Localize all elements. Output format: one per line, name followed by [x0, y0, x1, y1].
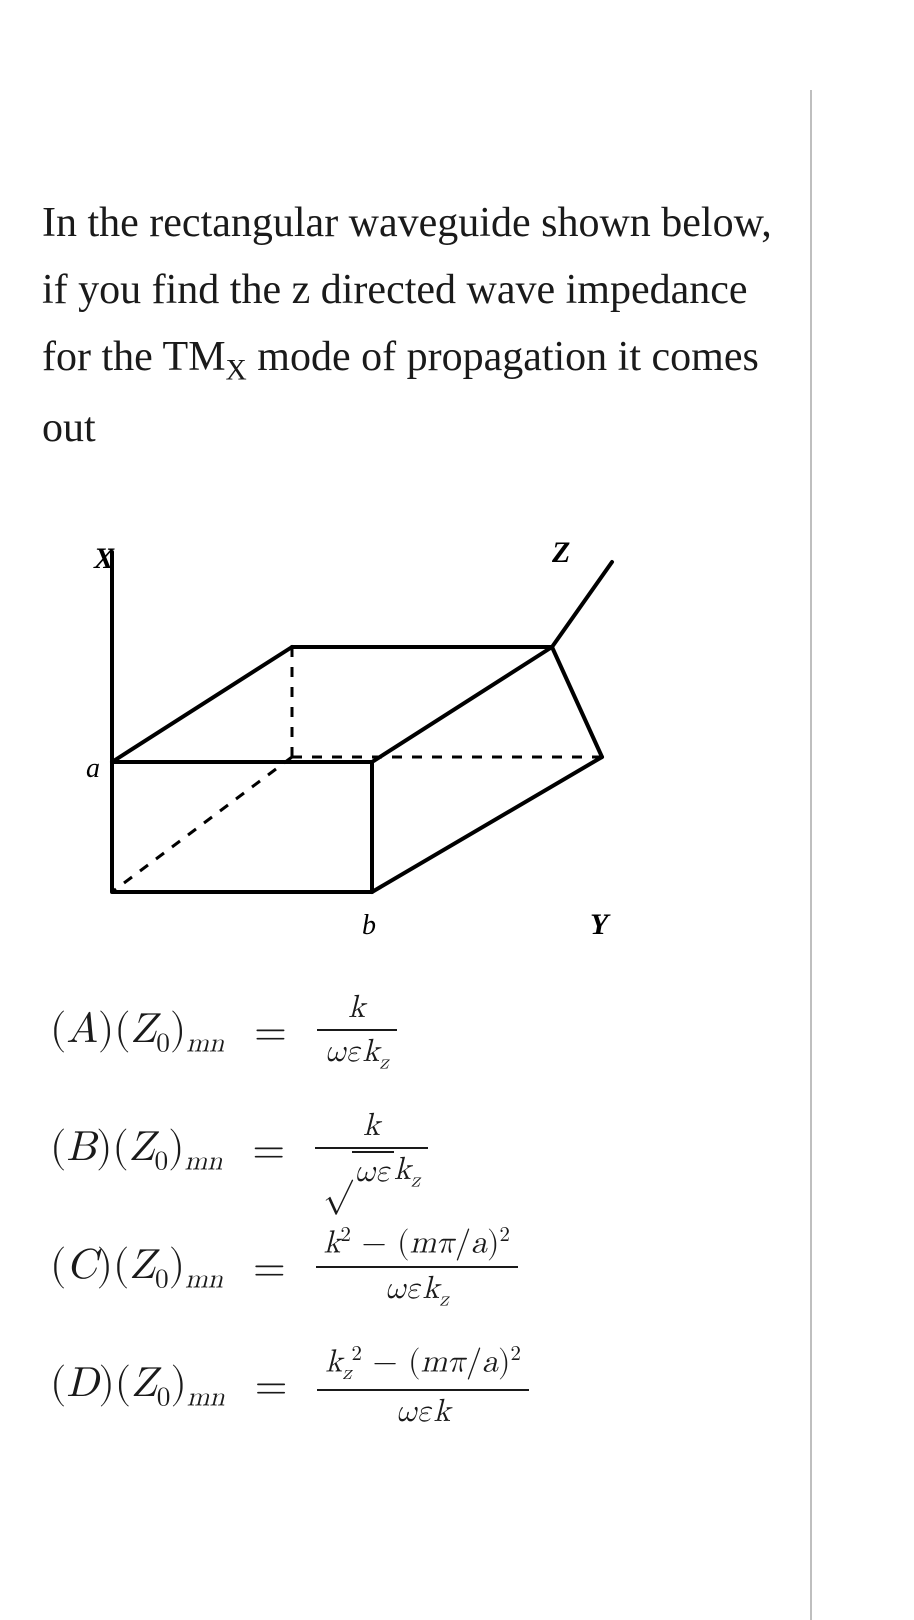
option-c-fraction: k2 − (mπ/a)2 ωεkz — [316, 1222, 518, 1314]
option-a-fraction: k ωεkz — [317, 987, 397, 1079]
right-border-rule — [810, 90, 812, 1620]
question-prompt: In the rectangular waveguide shown below… — [42, 190, 782, 462]
dim-a-label: a — [86, 753, 100, 784]
answer-options: (A)(Z0)mn = k ωεkz (B)(Z0)mn = k √ωεkz (… — [42, 987, 872, 1433]
option-d-letter: D — [66, 1363, 98, 1405]
option-c: (C)(Z0)mn = k2 − (mπ/a)2 ωεkz — [50, 1222, 872, 1314]
option-c-letter: C — [66, 1245, 96, 1287]
option-d: (D)(Z0)mn = kz2 − (mπ/a)2 ωεk — [50, 1341, 872, 1433]
q-line-4-pre: TM — [163, 334, 226, 380]
q-tmx-subscript: X — [226, 355, 247, 387]
axis-x-label: X — [93, 542, 115, 575]
q-line-1: In the rectangular waveguide — [42, 200, 531, 246]
option-a: (A)(Z0)mn = k ωεkz — [50, 987, 872, 1079]
q-line-4-post: mode of propagation it — [247, 334, 641, 380]
axis-y-label: Y — [590, 908, 611, 941]
option-b-letter: B — [66, 1127, 96, 1169]
option-a-letter: A — [66, 1009, 98, 1051]
dim-b-label: b — [362, 910, 376, 941]
option-d-fraction: kz2 − (mπ/a)2 ωεk — [317, 1341, 528, 1433]
axis-z-label: Z — [551, 542, 570, 569]
waveguide-svg: X Z Y a b — [62, 542, 622, 942]
option-b: (B)(Z0)mn = k √ωεkz — [50, 1105, 872, 1197]
waveguide-diagram: X Z Y a b — [42, 542, 872, 947]
option-b-fraction: k √ωεkz — [315, 1105, 428, 1197]
